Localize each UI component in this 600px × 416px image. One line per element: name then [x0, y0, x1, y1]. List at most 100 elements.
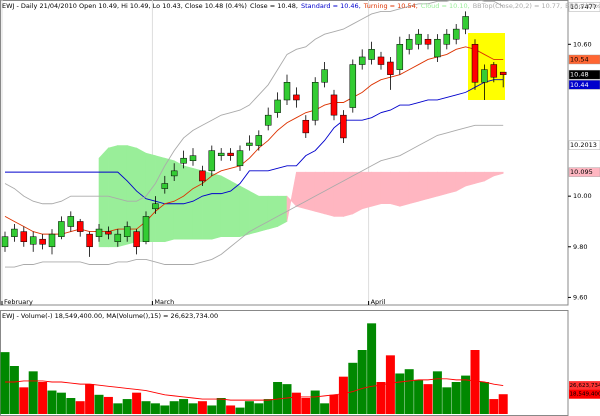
volume-bar	[310, 390, 320, 414]
candle-body	[274, 99, 281, 113]
volume-bar	[282, 384, 292, 414]
candle-body	[189, 155, 197, 161]
price-plot	[1, 0, 507, 305]
candle-body	[142, 216, 150, 242]
value-tag-label: 26,623,734	[570, 383, 600, 389]
candle-body	[293, 94, 300, 101]
volume-bar	[254, 403, 264, 414]
cloud-segment	[465, 171, 476, 187]
value-tag	[568, 80, 600, 90]
volume-bar	[169, 401, 179, 414]
volume-bar	[329, 394, 339, 414]
candle-body	[396, 44, 404, 70]
volume-bar	[244, 401, 254, 414]
volume-bar	[122, 399, 132, 414]
volume-bar	[376, 382, 386, 414]
value-tag-label: 18,549,400	[570, 392, 600, 398]
volume-plot	[0, 323, 508, 414]
cloud-segment	[493, 171, 504, 177]
cloud-segment	[324, 171, 335, 217]
volume-bar	[432, 371, 442, 414]
cloud-segment	[437, 171, 448, 197]
candle-body	[217, 152, 225, 156]
volume-bar	[113, 403, 123, 414]
volume-bar	[235, 407, 245, 414]
candle-body	[67, 216, 75, 227]
candle-body	[415, 33, 422, 45]
x-tick-label: April	[371, 298, 386, 306]
cloud-segment	[361, 171, 372, 210]
volume-bar	[226, 405, 236, 414]
volume-bar	[423, 384, 433, 414]
candle-body	[58, 221, 65, 237]
candle-body	[133, 231, 140, 248]
indicator-line	[5, 124, 504, 268]
volume-bar	[85, 384, 95, 414]
volume-bar	[489, 399, 499, 414]
volume-bar	[66, 398, 76, 414]
candle-body	[170, 170, 178, 177]
cloud-segment	[230, 180, 241, 237]
candle-body	[208, 150, 216, 172]
candle-body	[321, 69, 328, 83]
candle-body	[302, 119, 310, 134]
candle-body	[48, 233, 56, 248]
candle-body	[95, 228, 103, 237]
candle-body	[349, 64, 357, 108]
candle-body	[161, 183, 169, 189]
volume-bar	[367, 323, 377, 414]
cloud-segment	[390, 171, 401, 207]
volume-bar	[94, 394, 104, 414]
candle-body	[283, 82, 291, 101]
volume-bar	[188, 403, 198, 414]
cloud-segment	[277, 195, 288, 228]
volume-bar	[9, 366, 19, 414]
candle-body	[452, 28, 460, 40]
value-tag	[568, 69, 600, 80]
volume-title: EWJ - Volume(-) 18,549,400.00, MA(Volume…	[2, 312, 218, 320]
volume-ma-line	[5, 378, 504, 401]
candle-body	[86, 233, 93, 248]
volume-bar	[19, 387, 29, 414]
x-tick-label: March	[154, 298, 174, 306]
legend-entry: Turning = 10.54,	[363, 2, 418, 10]
price-header: EWJ - Daily 21/04/2010 Open 10.49, Hi 10…	[2, 2, 600, 10]
cloud-segment	[352, 171, 363, 215]
candle-body	[490, 64, 498, 78]
cloud-segment	[239, 185, 250, 238]
candle-body	[20, 231, 28, 242]
volume-bar	[179, 399, 189, 414]
candle-body	[405, 38, 413, 50]
volume-bar	[216, 398, 226, 414]
axes: 10.60 10.00 9.80 9.60 10.7477 10.54 10.48 10.44…	[568, 2, 600, 399]
y-tick-label: 9.80	[573, 243, 587, 251]
volume-bar	[498, 394, 508, 414]
legend-entry: BBTop(Close,20,2) = 10.77,	[473, 2, 562, 10]
cloud-segment	[305, 171, 316, 212]
volume-bar	[291, 392, 301, 414]
volume-bar	[0, 352, 10, 414]
value-tag	[568, 140, 600, 150]
x-tick-label: February	[4, 298, 33, 306]
volume-bar	[150, 403, 160, 414]
cloud-segment	[314, 171, 325, 215]
volume-bar	[338, 376, 348, 414]
volume-bar	[263, 399, 273, 414]
candle-body	[114, 233, 122, 242]
volume-bar	[442, 387, 452, 414]
candle-body	[387, 61, 394, 75]
candle-body	[340, 114, 347, 139]
candle-body	[76, 221, 84, 232]
cloud-segment	[220, 175, 231, 237]
value-tag-label: 10.095	[570, 168, 593, 176]
cloud-segment	[399, 171, 410, 207]
candle-body	[123, 226, 131, 237]
candle-body	[227, 152, 234, 156]
candle-body	[1, 236, 9, 248]
cloud-segment	[380, 171, 391, 205]
volume-bar	[395, 373, 405, 414]
cloud-segment	[408, 171, 419, 205]
volume-bar	[56, 392, 66, 414]
candle-body	[368, 49, 375, 60]
